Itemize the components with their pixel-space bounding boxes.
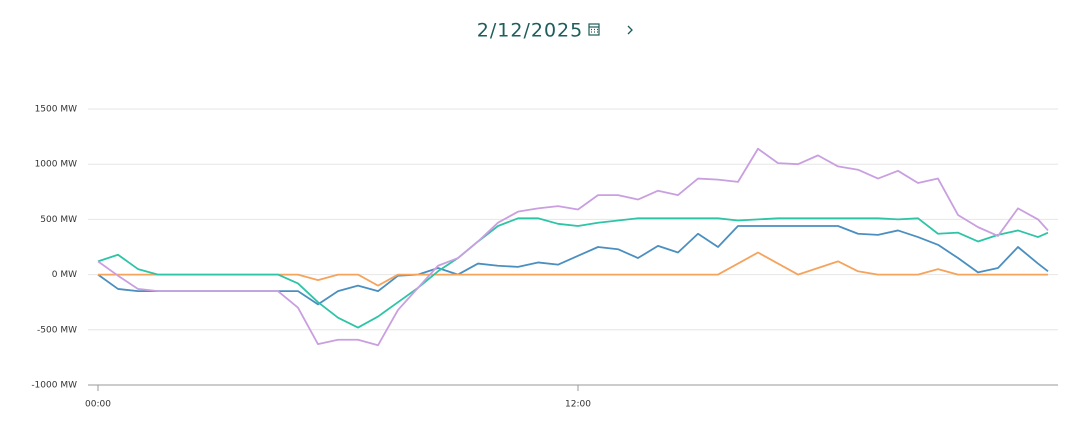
calendar-icon[interactable] (588, 23, 600, 36)
y-tick-label: -1000 MW (31, 381, 77, 391)
date-title: 2/12/2025 (477, 20, 583, 42)
x-tick-label: 00:00 (85, 400, 111, 410)
y-tick-label: 0 MW (52, 270, 77, 280)
series-line (97, 225, 1049, 306)
y-tick-label: 1500 MW (35, 105, 78, 115)
y-tick-label: 500 MW (40, 215, 77, 225)
series-line (97, 217, 1049, 329)
next-day-button[interactable] (627, 25, 633, 35)
y-tick-label: 1000 MW (35, 160, 78, 170)
x-tick-label: 12:00 (565, 400, 591, 410)
y-tick-label: -500 MW (37, 325, 77, 335)
series-line (97, 147, 1049, 347)
